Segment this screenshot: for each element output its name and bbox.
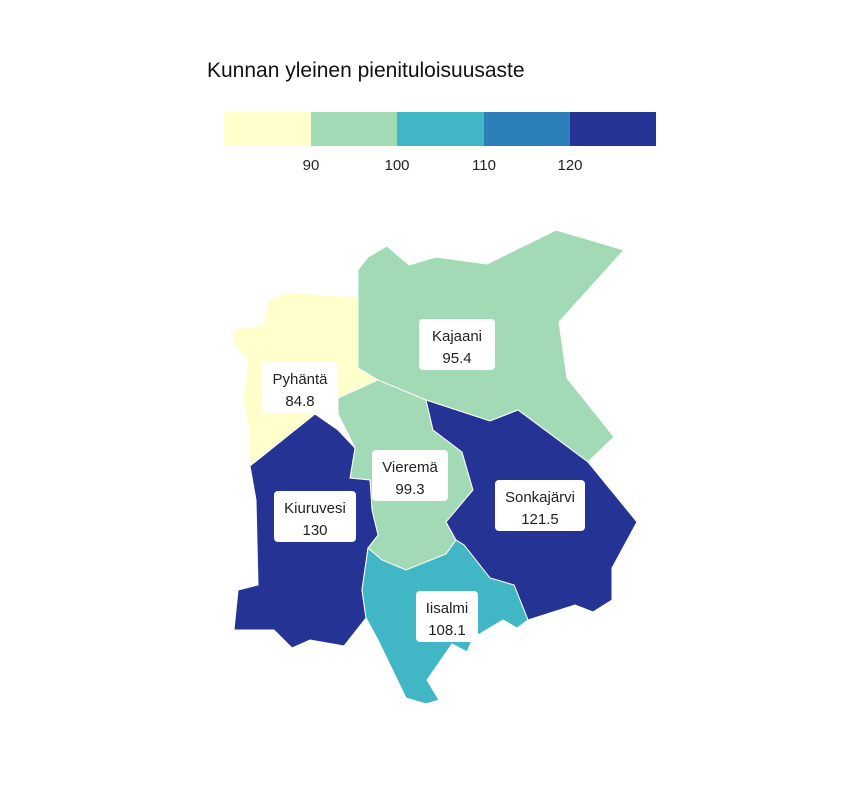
legend-tick-100: 100 bbox=[384, 157, 409, 174]
label-value: 99.3 bbox=[395, 481, 424, 498]
legend-bin-3 bbox=[397, 112, 484, 146]
legend: 90 100 110 120 bbox=[224, 112, 656, 174]
label-iisalmi: Iisalmi 108.1 bbox=[416, 591, 478, 642]
label-pyhanta: Pyhäntä 84.8 bbox=[262, 362, 338, 413]
label-name: Iisalmi bbox=[426, 600, 469, 617]
label-value: 95.4 bbox=[442, 350, 471, 367]
label-value: 130 bbox=[302, 522, 327, 539]
label-box bbox=[274, 491, 356, 542]
legend-bin-1 bbox=[224, 112, 311, 146]
legend-bin-4 bbox=[484, 112, 570, 146]
label-value: 84.8 bbox=[285, 393, 314, 410]
legend-tick-90: 90 bbox=[303, 157, 320, 174]
label-box bbox=[372, 450, 448, 501]
label-box bbox=[495, 480, 585, 531]
label-name: Kajaani bbox=[432, 328, 482, 345]
legend-bin-5 bbox=[570, 112, 656, 146]
legend-tick-110: 110 bbox=[472, 157, 496, 174]
map-title: Kunnan yleinen pienituloisuusaste bbox=[207, 59, 525, 82]
legend-bin-2 bbox=[311, 112, 397, 146]
label-value: 121.5 bbox=[521, 511, 559, 528]
label-value: 108.1 bbox=[428, 622, 466, 639]
label-name: Sonkajärvi bbox=[505, 489, 575, 506]
label-sonkajarvi: Sonkajärvi 121.5 bbox=[495, 480, 585, 531]
region-labels: Kajaani 95.4 Pyhäntä 84.8 Vieremä 99.3 K… bbox=[262, 319, 585, 642]
label-name: Pyhäntä bbox=[272, 371, 328, 388]
label-box bbox=[419, 319, 495, 370]
label-box bbox=[262, 362, 338, 413]
label-kajaani: Kajaani 95.4 bbox=[419, 319, 495, 370]
label-box bbox=[416, 591, 478, 642]
label-vierema: Vieremä 99.3 bbox=[372, 450, 448, 501]
legend-tick-120: 120 bbox=[557, 157, 582, 174]
label-kiuruvesi: Kiuruvesi 130 bbox=[274, 491, 356, 542]
label-name: Kiuruvesi bbox=[284, 500, 346, 517]
map-regions bbox=[232, 229, 638, 705]
label-name: Vieremä bbox=[382, 459, 438, 476]
